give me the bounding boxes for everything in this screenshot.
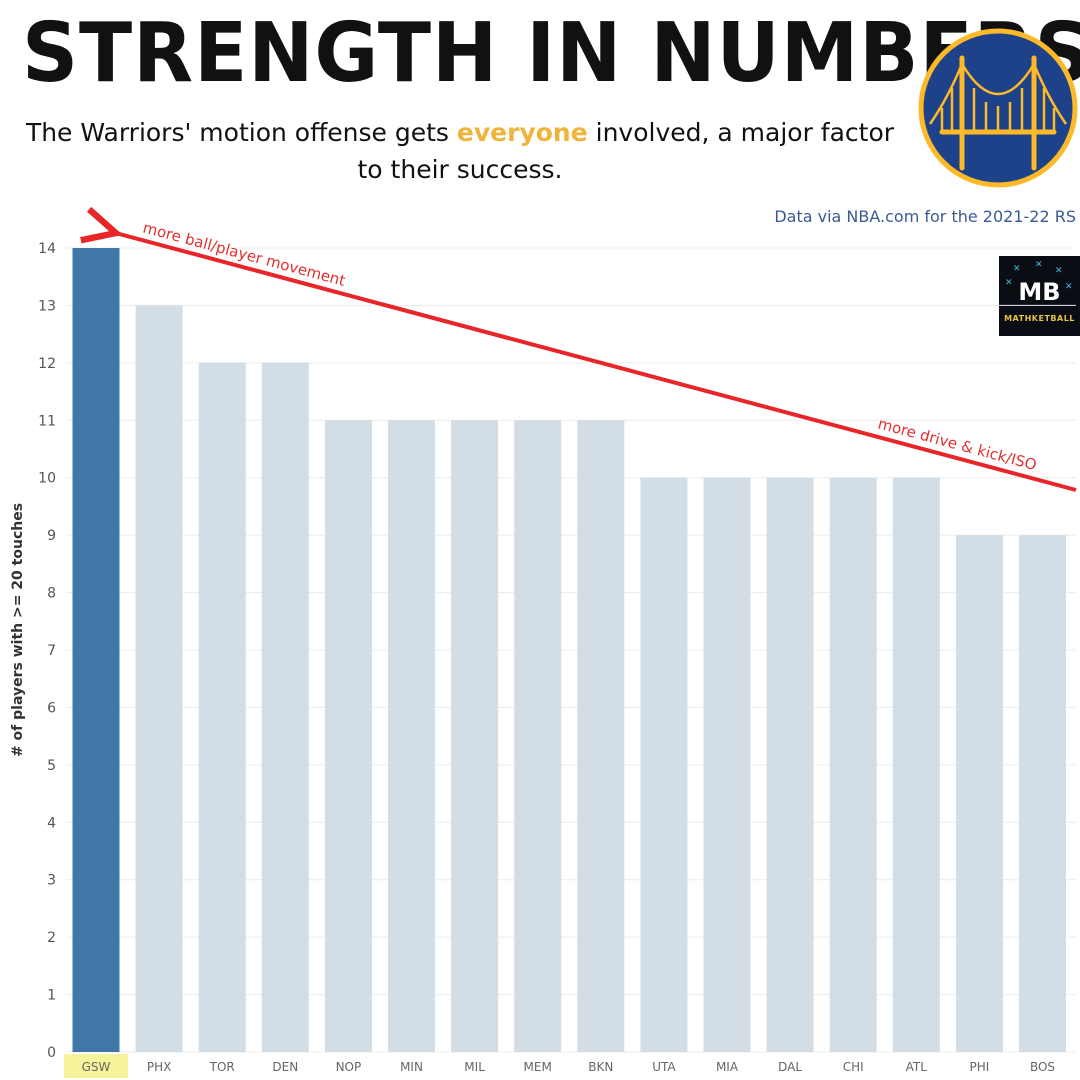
y-tick-label: 4	[47, 815, 56, 831]
bar-mia	[703, 477, 751, 1052]
bar-chi	[829, 477, 877, 1052]
bar-tor	[198, 362, 246, 1052]
x-tick-label: ATL	[906, 1060, 928, 1074]
x-tick-labels: GSW PHX TOR DEN NOP MIN MIL MEM BKN UTA MIA DAL CHI A…	[64, 1054, 1055, 1078]
bar-dal	[766, 477, 814, 1052]
bar-mil	[451, 420, 499, 1052]
x-tick-label: PHX	[147, 1060, 171, 1074]
y-tick-label: 1	[47, 988, 56, 1004]
y-tick-label: 0	[47, 1045, 56, 1061]
badge-text: MB	[1018, 278, 1061, 306]
x-tick-label: BKN	[588, 1060, 613, 1074]
trend-arrow	[112, 232, 1077, 492]
y-tick-label: 7	[47, 643, 56, 659]
y-tick-label: 12	[38, 356, 56, 372]
x-tick-label: DAL	[778, 1060, 802, 1074]
mathketball-badge: ✕ ✕ ✕ ✕ ✕ MB MATHKETBALL	[999, 256, 1080, 336]
bar-bos	[1019, 535, 1066, 1052]
subtitle: The Warriors' motion offense gets everyo…	[10, 114, 910, 188]
bar-mem	[514, 420, 562, 1052]
y-tick-label: 2	[47, 930, 56, 946]
subtitle-text-end: involved, a major factor to their succes…	[357, 118, 895, 184]
star-icon: ✕	[1013, 264, 1021, 274]
x-tick-label: PHI	[969, 1060, 989, 1074]
bar-phi	[955, 535, 1003, 1052]
x-tick-label: MEM	[524, 1060, 552, 1074]
highlight-label-bg	[64, 1054, 128, 1078]
star-icon: ✕	[1035, 260, 1043, 270]
bar-atl	[892, 477, 940, 1052]
bar-bkn	[577, 420, 625, 1052]
x-tick-label: MIL	[464, 1060, 485, 1074]
badge-subtext: MATHKETBALL	[1004, 314, 1075, 323]
y-tick-label: 3	[47, 873, 56, 889]
star-icon: ✕	[1005, 278, 1013, 288]
golden-state-bridge-logo-icon	[918, 28, 1078, 188]
x-tick-label: CHI	[843, 1060, 864, 1074]
bar-min	[388, 420, 435, 1052]
x-tick-label: MIN	[400, 1060, 423, 1074]
bar-gsw	[72, 248, 120, 1052]
bar-nop	[324, 420, 372, 1052]
subtitle-text-start: The Warriors' motion offense gets	[25, 118, 457, 147]
bar-phx	[135, 305, 183, 1052]
bar-den	[261, 362, 309, 1052]
x-tick-label: NOP	[336, 1060, 362, 1074]
star-icon: ✕	[1055, 266, 1063, 276]
annotation-top: more ball/player movement	[141, 218, 347, 289]
x-tick-label: GSW	[82, 1060, 111, 1074]
y-tick-label: 9	[47, 528, 56, 544]
star-icon: ✕	[1065, 282, 1073, 292]
y-tick-label: 8	[47, 586, 56, 602]
data-source-note: Data via NBA.com for the 2021-22 RS	[774, 207, 1076, 226]
y-tick-label: 5	[47, 758, 56, 774]
y-tick-label: 13	[38, 298, 56, 314]
x-tick-label: UTA	[652, 1060, 676, 1074]
x-tick-label: TOR	[209, 1060, 235, 1074]
x-tick-label: DEN	[272, 1060, 298, 1074]
x-tick-label: MIA	[716, 1060, 739, 1074]
y-tick-label: 10	[38, 471, 56, 487]
y-tick-label: 11	[38, 413, 56, 429]
y-tick-label: 6	[47, 700, 56, 716]
bar-uta	[640, 477, 688, 1052]
bars	[72, 248, 1066, 1052]
subtitle-highlight: everyone	[456, 118, 588, 147]
x-tick-label: BOS	[1030, 1060, 1055, 1074]
y-tick-label: 14	[38, 241, 56, 257]
